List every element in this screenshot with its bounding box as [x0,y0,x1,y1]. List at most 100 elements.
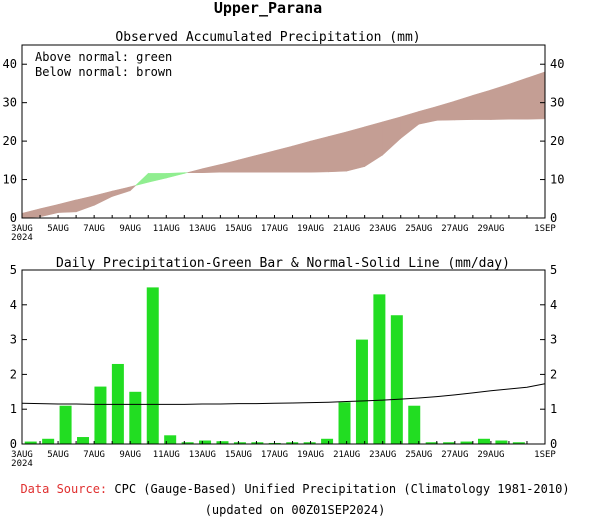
x-tick-label: 29AUG [477,450,504,460]
daily-precip-bar [373,294,386,444]
y-tick-label: 40 [3,57,17,71]
below-normal-area [400,111,420,140]
daily-precip-bar [24,441,37,444]
x-tick-label: 19AUG [297,450,324,460]
y-tick-label: 3 [550,333,557,347]
below-normal-area [346,126,365,172]
daily-precip-bar [181,442,194,444]
below-normal-area [238,154,257,173]
below-normal-area [526,71,546,120]
top-plot-frame [21,44,546,219]
below-normal-area [418,106,438,125]
x-tick-label: 1SEP [534,450,556,460]
x-tick-label: 5AUG [47,450,69,460]
daily-precip-bar [77,437,90,444]
y-tick-label: 1 [550,402,557,416]
x-tick-label: 17AUG [261,450,288,460]
below-normal-area [508,77,528,120]
y-tick-label: 20 [550,134,564,148]
top-chart-title: Observed Accumulated Precipitation (mm) [115,30,420,45]
x-tick-label: 9AUG [119,450,141,460]
daily-precip-bar [303,442,316,444]
below-normal-area [292,140,311,173]
daily-precip-bar [338,402,351,444]
x-tick-label: 17AUG [261,224,288,234]
y-tick-label: 3 [10,333,17,347]
y-tick-label: 20 [3,134,17,148]
daily-precip-bar [321,438,334,444]
x-tick-label: 5AUG [47,224,69,234]
x-tick-label: 1SEP [534,224,556,234]
x-tick-label: 19AUG [297,224,324,234]
below-normal-area [490,83,510,120]
y-tick-label: 10 [550,173,564,187]
below-normal-area [364,121,383,168]
x-tick-label: 21AUG [333,450,360,460]
page-title: Upper_Parana [214,0,322,17]
x-tick-label: 23AUG [369,450,396,460]
y-tick-label: 2 [550,367,557,381]
daily-precip-bar [495,440,508,444]
below-normal-area [328,131,347,173]
below-normal-area [187,168,203,173]
source-label: Data Source: [20,482,108,496]
x-tick-label: 15AUG [225,450,252,460]
daily-precip-bar [59,405,72,444]
y-tick-label: 10 [3,173,17,187]
x-tick-label: 7AUG [83,224,105,234]
top-legend-above: Above normal: green [35,50,172,64]
daily-precip-bar [129,391,142,444]
daily-precip-bar [443,442,456,444]
y-tick-label: 1 [10,402,17,416]
below-normal-area [75,195,95,213]
x-tick-label: 25AUG [405,224,432,234]
x-tick-label: 23AUG [369,224,396,234]
bottom-bars [24,287,525,444]
top-legend-below: Below normal: brown [35,65,172,79]
below-normal-area [111,186,131,197]
x-tick-label: 29AUG [477,224,504,234]
above-normal-area [134,172,149,187]
x-tick-label: 3AUG [11,224,33,234]
x-tick-label: 9AUG [119,224,141,234]
y-tick-label: 30 [3,96,17,110]
below-normal-area [21,208,41,218]
source-text: CPC (Gauge-Based) Unified Precipitation … [114,482,570,496]
daily-precip-bar [355,339,368,444]
x-tick-label: 13AUG [189,224,216,234]
above-normal-area [184,172,188,174]
y-tick-label: 0 [10,437,17,451]
daily-precip-bar [460,441,473,444]
bottom-chart-title: Daily Precipitation-Green Bar & Normal-S… [56,256,510,271]
below-normal-area [310,136,329,173]
bottom-normal-line [21,383,546,405]
bottom-plot-frame [21,269,546,445]
y-tick-label: 4 [10,298,17,312]
y-tick-label: 0 [550,211,557,225]
daily-precip-bar [233,442,246,444]
x-tick-label: 15AUG [225,224,252,234]
daily-precip-bar [216,441,229,444]
below-normal-area [472,89,492,120]
y-tick-label: 5 [10,263,17,277]
x-tick-label: 27AUG [441,450,468,460]
x-tick-label: 11AUG [153,224,180,234]
x-tick-label: 27AUG [441,224,468,234]
daily-precip-bar [251,442,264,444]
below-normal-area [274,145,293,173]
below-normal-area [454,94,474,121]
y-tick-label: 2 [10,367,17,381]
daily-precip-bar [390,315,403,444]
daily-precip-bar [146,287,159,444]
x-tick-label: 2024 [11,459,33,469]
x-tick-label: 21AUG [333,224,360,234]
footer-source: Data Source: CPC (Gauge-Based) Unified P… [0,482,590,496]
daily-precip-bar [477,438,490,444]
above-normal-area [147,173,167,183]
below-normal-area [93,190,113,206]
below-normal-area [202,164,221,173]
x-tick-label: 2024 [11,233,33,243]
